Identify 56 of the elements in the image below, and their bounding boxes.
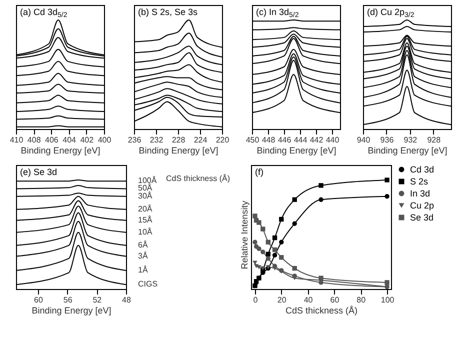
- x-tick-label: 224: [194, 136, 208, 144]
- x-tick-label: 402: [80, 136, 94, 144]
- x-tick-label: 450: [246, 136, 260, 144]
- chart-title: (e) Se 3d: [20, 167, 58, 177]
- x-tick-label: 20: [277, 296, 287, 304]
- x-tick-label: 0: [253, 296, 258, 304]
- x-tick-label: 220: [216, 136, 230, 144]
- series-label: CIGS: [138, 280, 158, 289]
- series-label: 50Å: [138, 184, 153, 193]
- y-axis-title: Relative Intensity: [240, 200, 250, 270]
- legend-label: Se 3d: [410, 212, 434, 222]
- legend-label: Cd 3d: [410, 164, 434, 174]
- x-axis-title: Binding Energy [eV]: [20, 146, 100, 156]
- x-axis-title: Binding Energy [eV]: [32, 306, 112, 316]
- x-tick-label: 446: [278, 136, 292, 144]
- x-tick-label: 932: [404, 136, 418, 144]
- x-tick-label: 52: [92, 296, 102, 304]
- x-tick-label: 228: [172, 136, 186, 144]
- x-tick-label: 936: [380, 136, 394, 144]
- x-tick-label: 928: [427, 136, 442, 144]
- x-tick-label: 236: [128, 136, 142, 144]
- x-tick-label: 232: [150, 136, 164, 144]
- x-tick-label: 440: [326, 136, 340, 144]
- chart-title: (f): [255, 167, 264, 177]
- series-label: 6Å: [138, 240, 148, 250]
- x-tick-label: 56: [63, 296, 73, 304]
- x-tick-label: 100: [380, 296, 395, 304]
- x-axis-title: CdS thickness (Å): [285, 306, 358, 316]
- x-axis-title: Binding Energy [eV]: [368, 146, 448, 156]
- legend-title: CdS thickness (Å): [166, 174, 230, 184]
- x-tick-label: 406: [45, 136, 59, 144]
- chart-title: (b) S 2s, Se 3s: [138, 7, 198, 17]
- series-label: 30Å: [138, 191, 153, 200]
- series-label: 1Å: [138, 265, 148, 274]
- legend-label: Cu 2p: [410, 200, 434, 210]
- x-tick-label: 940: [356, 136, 371, 144]
- x-tick-label: 448: [262, 136, 276, 144]
- x-axis-title: Binding Energy [eV]: [256, 146, 336, 156]
- x-tick-label: 48: [122, 296, 132, 304]
- x-tick-label: 80: [356, 296, 366, 304]
- series-label: 15Å: [138, 215, 153, 224]
- series-label: 10Å: [138, 227, 153, 236]
- x-tick-label: 60: [330, 296, 340, 304]
- series-label: 20Å: [138, 204, 153, 214]
- x-tick-label: 400: [98, 136, 112, 144]
- legend-label: S 2s: [410, 176, 429, 186]
- x-tick-label: 444: [294, 136, 308, 144]
- x-tick-label: 40: [304, 296, 314, 304]
- x-tick-label: 60: [34, 296, 44, 304]
- x-tick-label: 404: [62, 136, 77, 144]
- x-tick-label: 410: [10, 136, 24, 144]
- x-tick-label: 442: [310, 136, 324, 144]
- x-axis-title: Binding Energy [eV]: [138, 146, 218, 156]
- x-tick-label: 408: [27, 136, 42, 144]
- series-label: 3Å: [138, 251, 148, 260]
- legend-label: In 3d: [410, 188, 430, 198]
